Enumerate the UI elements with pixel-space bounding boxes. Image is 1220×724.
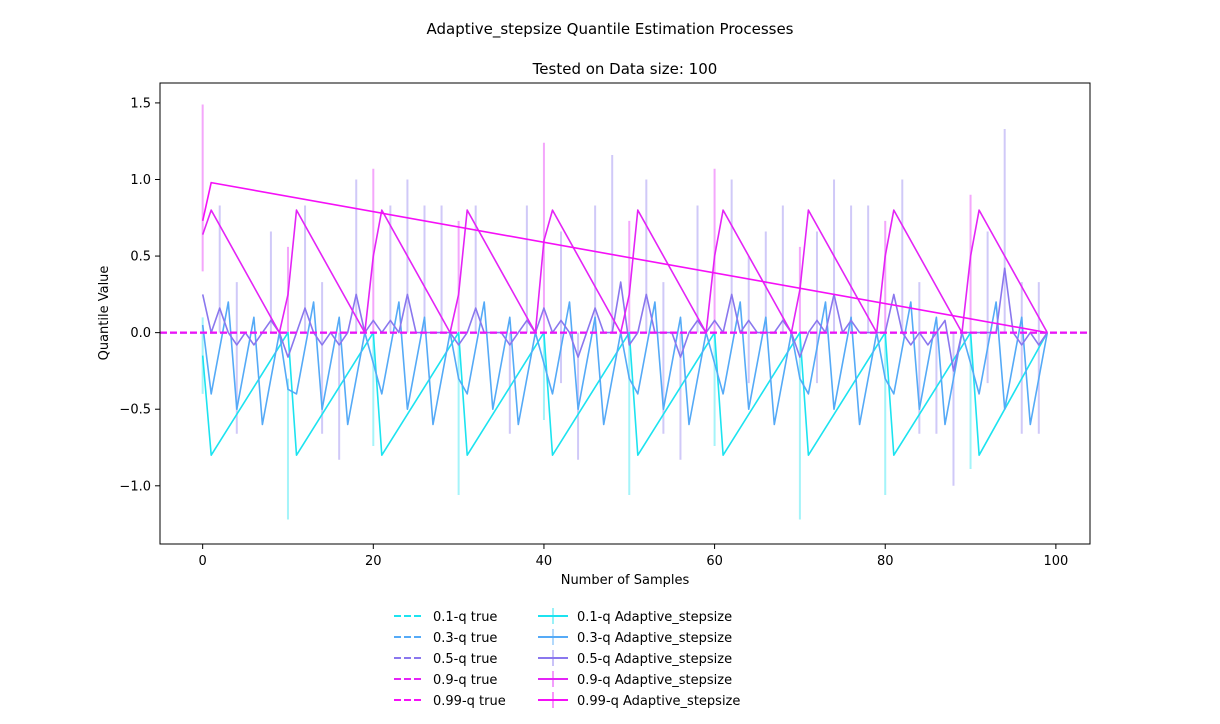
y-tick-label: −0.5 <box>119 403 151 418</box>
y-axis-label: Quantile Value <box>97 266 112 361</box>
legend-label-true: 0.3-q true <box>433 631 497 646</box>
plot-frame <box>159 82 1091 545</box>
axes: 0 20 40 60 80 100 −1.0 −0.5 0.0 0.5 1.0 1.5 <box>119 96 1068 569</box>
chart-title: Tested on Data size: 100 <box>532 60 718 78</box>
series-line <box>201 331 1048 457</box>
plot-area <box>160 104 1090 520</box>
figure-suptitle: Adaptive_stepsize Quantile Estimation Pr… <box>426 20 793 39</box>
y-tick-label: 1.0 <box>130 173 151 188</box>
legend-label-series: 0.1-q Adaptive_stepsize <box>577 610 732 625</box>
y-tick-label: 1.5 <box>130 96 151 111</box>
legend: 0.1-q true 0.3-q true 0.5-q true 0.9-q true… <box>394 608 740 709</box>
legend-label-true: 0.9-q true <box>433 673 497 688</box>
series-line <box>201 181 1048 334</box>
x-tick-label: 40 <box>536 554 553 569</box>
series-line <box>201 301 1049 426</box>
legend-label-true: 0.99-q true <box>433 694 506 709</box>
legend-label-series: 0.3-q Adaptive_stepsize <box>577 631 732 646</box>
legend-label-series: 0.5-q Adaptive_stepsize <box>577 652 732 667</box>
legend-label-true: 0.5-q true <box>433 652 497 667</box>
x-tick-label: 20 <box>365 554 382 569</box>
y-tick-label: 0.5 <box>130 250 151 265</box>
legend-label-true: 0.1-q true <box>433 610 497 625</box>
x-tick-label: 100 <box>1043 554 1068 569</box>
series-line <box>201 209 1048 334</box>
legend-label-series: 0.9-q Adaptive_stepsize <box>577 673 732 688</box>
legend-label-series: 0.99-q Adaptive_stepsize <box>577 694 740 709</box>
x-tick-label: 60 <box>706 554 723 569</box>
x-tick-label: 0 <box>199 554 207 569</box>
x-axis-label: Number of Samples <box>561 573 690 588</box>
x-tick-label: 80 <box>877 554 894 569</box>
y-tick-label: 0.0 <box>130 326 151 341</box>
y-tick-label: −1.0 <box>119 479 151 494</box>
